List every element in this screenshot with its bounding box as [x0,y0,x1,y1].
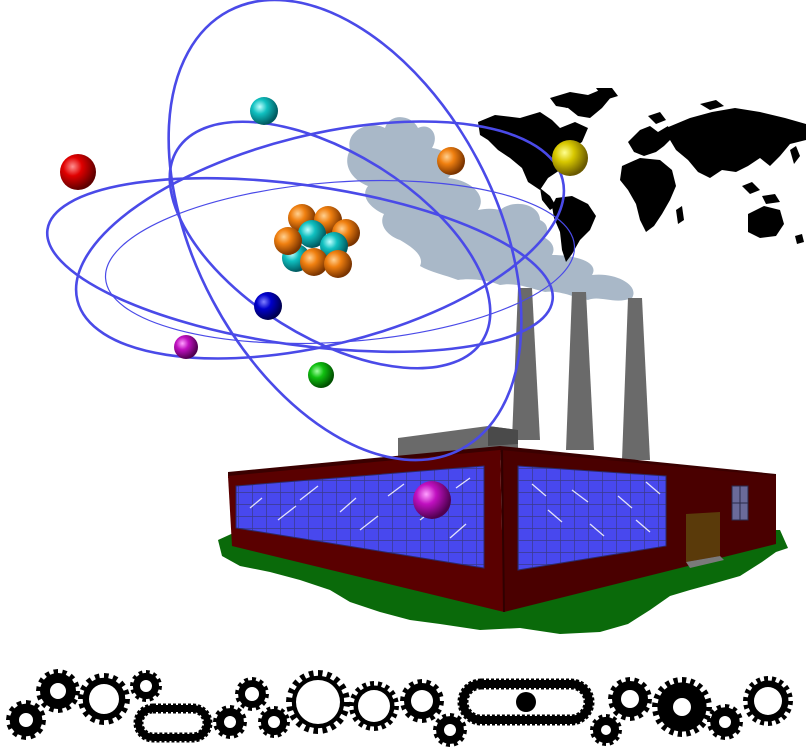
electron-magenta [174,335,198,359]
electron-orange [437,147,465,175]
chimney-middle [566,292,594,450]
pulley-hub-icon [516,692,536,712]
gear-icon [400,679,444,723]
electron-yellow [552,140,588,176]
electron-purple [413,481,451,519]
gear-icon [258,706,290,738]
electron-red [60,154,96,190]
electron-green [308,362,334,388]
gear-icon [235,677,269,711]
gear-icon [652,677,712,737]
orbit-2 [45,176,555,354]
chain-belt-icon [457,678,595,726]
gear-icon [707,704,743,740]
electron-cyan [250,97,278,125]
gear-icon [349,681,399,731]
nucleus [274,204,360,278]
chain-belt-icon [133,703,213,743]
chimneys [512,288,650,460]
factory-door [686,512,720,562]
smoke-cloud [347,117,634,301]
factory-window-right [517,465,667,571]
gear-icon [78,673,130,725]
orbit-3 [167,0,523,462]
gear-icon [433,713,467,747]
orbit-4 [168,120,492,370]
gear-icon [6,700,46,740]
gear-icon [130,670,162,702]
gear-icon [590,714,622,746]
gears-row [6,669,793,747]
electron-blue [254,292,282,320]
gear-icon [286,670,350,734]
gear-icon [36,669,80,713]
chimney-right [622,298,650,460]
gear-icon [608,677,652,721]
gear-icon [743,676,793,726]
atom-icon [45,0,588,519]
gear-icon [213,705,247,739]
